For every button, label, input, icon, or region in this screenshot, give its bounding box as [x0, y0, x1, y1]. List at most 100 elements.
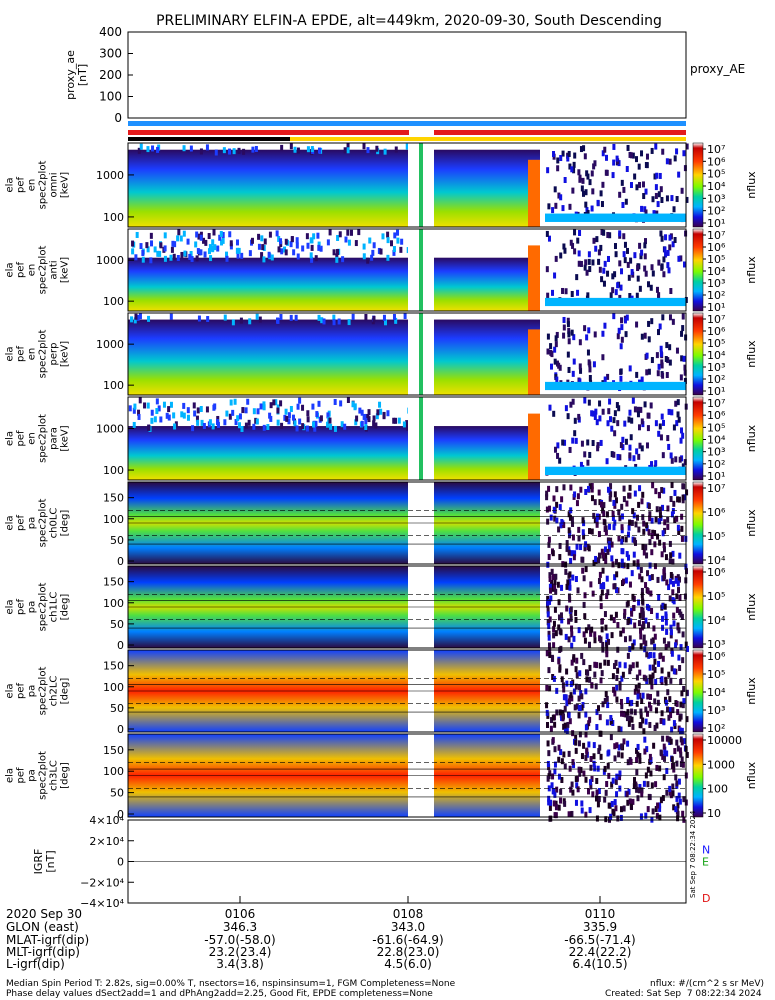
flux-pixel — [615, 684, 619, 691]
flux-pixel — [670, 511, 674, 518]
flux-pixel — [654, 707, 658, 714]
flux-pixel — [617, 327, 621, 334]
flux-pixel — [569, 557, 573, 564]
flux-pixel — [577, 526, 581, 533]
flux-pixel — [392, 417, 396, 424]
flux-pixel — [655, 352, 659, 359]
flux-pixel — [169, 401, 173, 408]
flux-pixel — [645, 442, 649, 449]
flux-pixel — [611, 273, 615, 280]
flux-pixel — [647, 529, 651, 536]
colorbar-tick-label: 10⁴ — [707, 434, 726, 447]
y-tick-label: 0 — [117, 639, 124, 652]
flux-pixel — [558, 542, 562, 549]
flux-pixel — [583, 264, 587, 271]
flux-background — [545, 381, 686, 391]
flux-pixel — [618, 684, 622, 691]
flux-pixel — [547, 750, 551, 757]
flux-pixel — [562, 324, 566, 331]
flux-pixel — [545, 506, 549, 513]
flux-pixel — [613, 519, 617, 526]
flux-pixel — [555, 501, 559, 508]
y-axis-label: elapefpaspec2plotch2LC[deg] — [5, 667, 71, 716]
flux-pixel — [676, 580, 680, 587]
flux-pixel — [599, 583, 603, 590]
flux-pixel — [629, 803, 633, 810]
flux-pixel — [623, 241, 627, 248]
flux-pixel — [641, 607, 645, 614]
flux-pixel — [558, 554, 562, 561]
y-tick-label: 1000 — [96, 254, 124, 267]
flux-pixel — [557, 526, 561, 533]
flux-pixel — [663, 519, 667, 526]
flux-pixel — [660, 196, 664, 203]
flux-pixel — [628, 409, 632, 416]
flux-pixel — [609, 483, 613, 490]
flux-pixel — [570, 516, 574, 523]
flux-pixel — [312, 233, 316, 240]
data-gap-line — [419, 143, 423, 227]
flux-pixel — [317, 241, 321, 248]
flux-pixel — [667, 267, 671, 274]
flux-pixel — [203, 251, 207, 258]
flux-pixel — [635, 674, 639, 681]
flux-pixel — [618, 515, 622, 522]
flux-pixel — [633, 622, 637, 629]
flux-pixel — [633, 406, 637, 413]
flux-pixel — [601, 150, 605, 157]
flux-pixel — [616, 667, 620, 674]
flux-pixel — [549, 363, 553, 370]
flux-pixel — [649, 770, 653, 777]
flux-pixel — [679, 761, 683, 768]
flux-pixel — [639, 712, 643, 719]
flux-pixel — [626, 759, 630, 766]
flux-pixel — [638, 692, 642, 699]
legend-label: N — [702, 844, 710, 857]
flux-pixel — [343, 423, 347, 430]
flux-pixel — [665, 371, 669, 378]
flux-pixel — [668, 696, 672, 703]
spec2plot_ch1LC-panel: 15010050010⁶10⁵10⁴10³nfluxelapefpaspec2p… — [5, 565, 758, 654]
y-axis-label-line: pef — [16, 346, 27, 363]
flux-pixel — [267, 251, 271, 258]
flux-pixel — [592, 559, 596, 566]
flux-pixel — [650, 607, 654, 614]
flux-pixel — [322, 318, 326, 325]
flux-pixel — [628, 484, 632, 491]
y-tick-label: 100 — [103, 513, 124, 526]
flux-pixel — [637, 424, 641, 431]
flux-pixel — [669, 571, 673, 578]
flux-pixel — [612, 417, 616, 424]
flux-pixel — [660, 667, 664, 674]
flux-pixel — [598, 400, 602, 407]
flux-pixel — [306, 146, 310, 153]
flux-pixel — [296, 403, 300, 410]
flux-pixel — [366, 414, 370, 421]
flux-pixel — [362, 253, 366, 260]
flux-pixel — [566, 721, 570, 728]
flux-pixel — [262, 424, 266, 431]
flux-pixel — [548, 576, 552, 583]
flux-pixel — [554, 335, 558, 342]
flux-pixel — [638, 573, 642, 580]
flux-pixel — [582, 631, 586, 638]
flux-pixel — [570, 642, 574, 649]
flux-pixel — [552, 632, 556, 639]
flux-pixel — [549, 587, 553, 594]
flux-pixel — [640, 418, 644, 425]
y-axis-label: elapefenspec2plotpara[keV] — [5, 414, 71, 463]
y-axis-label-line: pef — [16, 262, 27, 279]
flux-pixel — [312, 421, 316, 428]
flux-pixel — [563, 177, 567, 184]
y-tick-label: 400 — [99, 25, 122, 39]
flux-pixel — [587, 641, 591, 648]
y-axis-label: IGRF[nT] — [32, 849, 57, 875]
flux-pixel — [669, 552, 673, 559]
flux-pixel — [573, 229, 577, 236]
flux-pixel — [640, 791, 644, 798]
flux-pixel — [221, 231, 225, 238]
x-mlt-value: 23.2(23.4) — [209, 945, 272, 959]
flux-pixel — [554, 804, 558, 811]
flux-pixel — [240, 252, 244, 259]
y-axis-label-line: [deg] — [60, 762, 71, 789]
